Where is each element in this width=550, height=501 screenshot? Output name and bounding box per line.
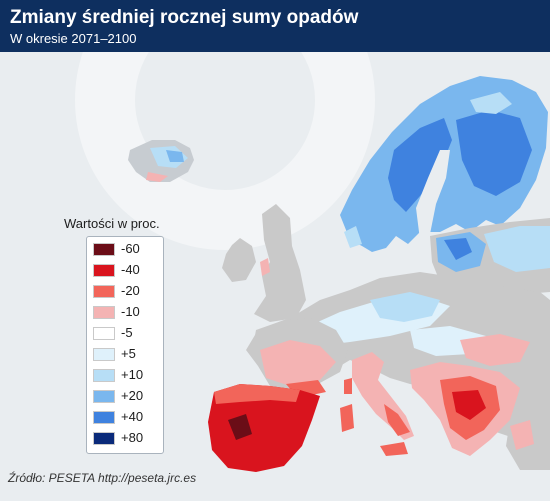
legend-swatch [93,306,115,319]
balkans [410,362,520,456]
legend-label: +80 [121,430,144,445]
legend-swatch [93,264,115,277]
legend-label: +40 [121,409,144,424]
france [246,318,348,398]
legend-item: +80 [93,430,161,446]
legend-label: -40 [121,262,140,277]
europe-map [75,52,550,472]
legend-swatch [93,327,115,340]
legend-swatch [93,348,115,361]
legend-item: -5 [93,325,161,341]
iceland [128,140,194,182]
legend-label: -10 [121,304,140,319]
legend-swatch [93,243,115,256]
legend-swatch [93,390,115,403]
legend-label: +10 [121,367,144,382]
legend-item: +20 [93,388,161,404]
british-isles [222,204,306,322]
legend-label: +20 [121,388,144,403]
legend-item: -20 [93,283,161,299]
legend-label: -5 [121,325,133,340]
legend: -60 -40 -20 -10 -5 +5 +10 +20 [86,236,164,454]
legend-item: +10 [93,367,161,383]
turkey-west [510,420,534,450]
watermark [75,52,375,250]
legend-label: -60 [121,241,140,256]
legend-label: -20 [121,283,140,298]
legend-label: +5 [121,346,136,361]
legend-swatch [93,411,115,424]
legend-item: -60 [93,241,161,257]
legend-item: -10 [93,304,161,320]
legend-item: -40 [93,262,161,278]
map-subtitle: W okresie 2071–2100 [10,31,137,46]
iberia [208,384,320,472]
legend-swatch [93,432,115,445]
baltic-sea [416,150,450,240]
source-credit: Źródło: PESETA http://peseta.jrc.es [8,471,197,485]
map-title: Zmiany średniej rocznej sumy opadów [10,7,359,28]
italy [340,352,414,456]
baltics-russia [430,218,550,296]
legend-item: +5 [93,346,161,362]
legend-title: Wartości w proc. [64,216,160,231]
legend-swatch [93,285,115,298]
legend-item: +40 [93,409,161,425]
legend-swatch [93,369,115,382]
header-bar: Zmiany średniej rocznej sumy opadów W ok… [0,0,550,52]
